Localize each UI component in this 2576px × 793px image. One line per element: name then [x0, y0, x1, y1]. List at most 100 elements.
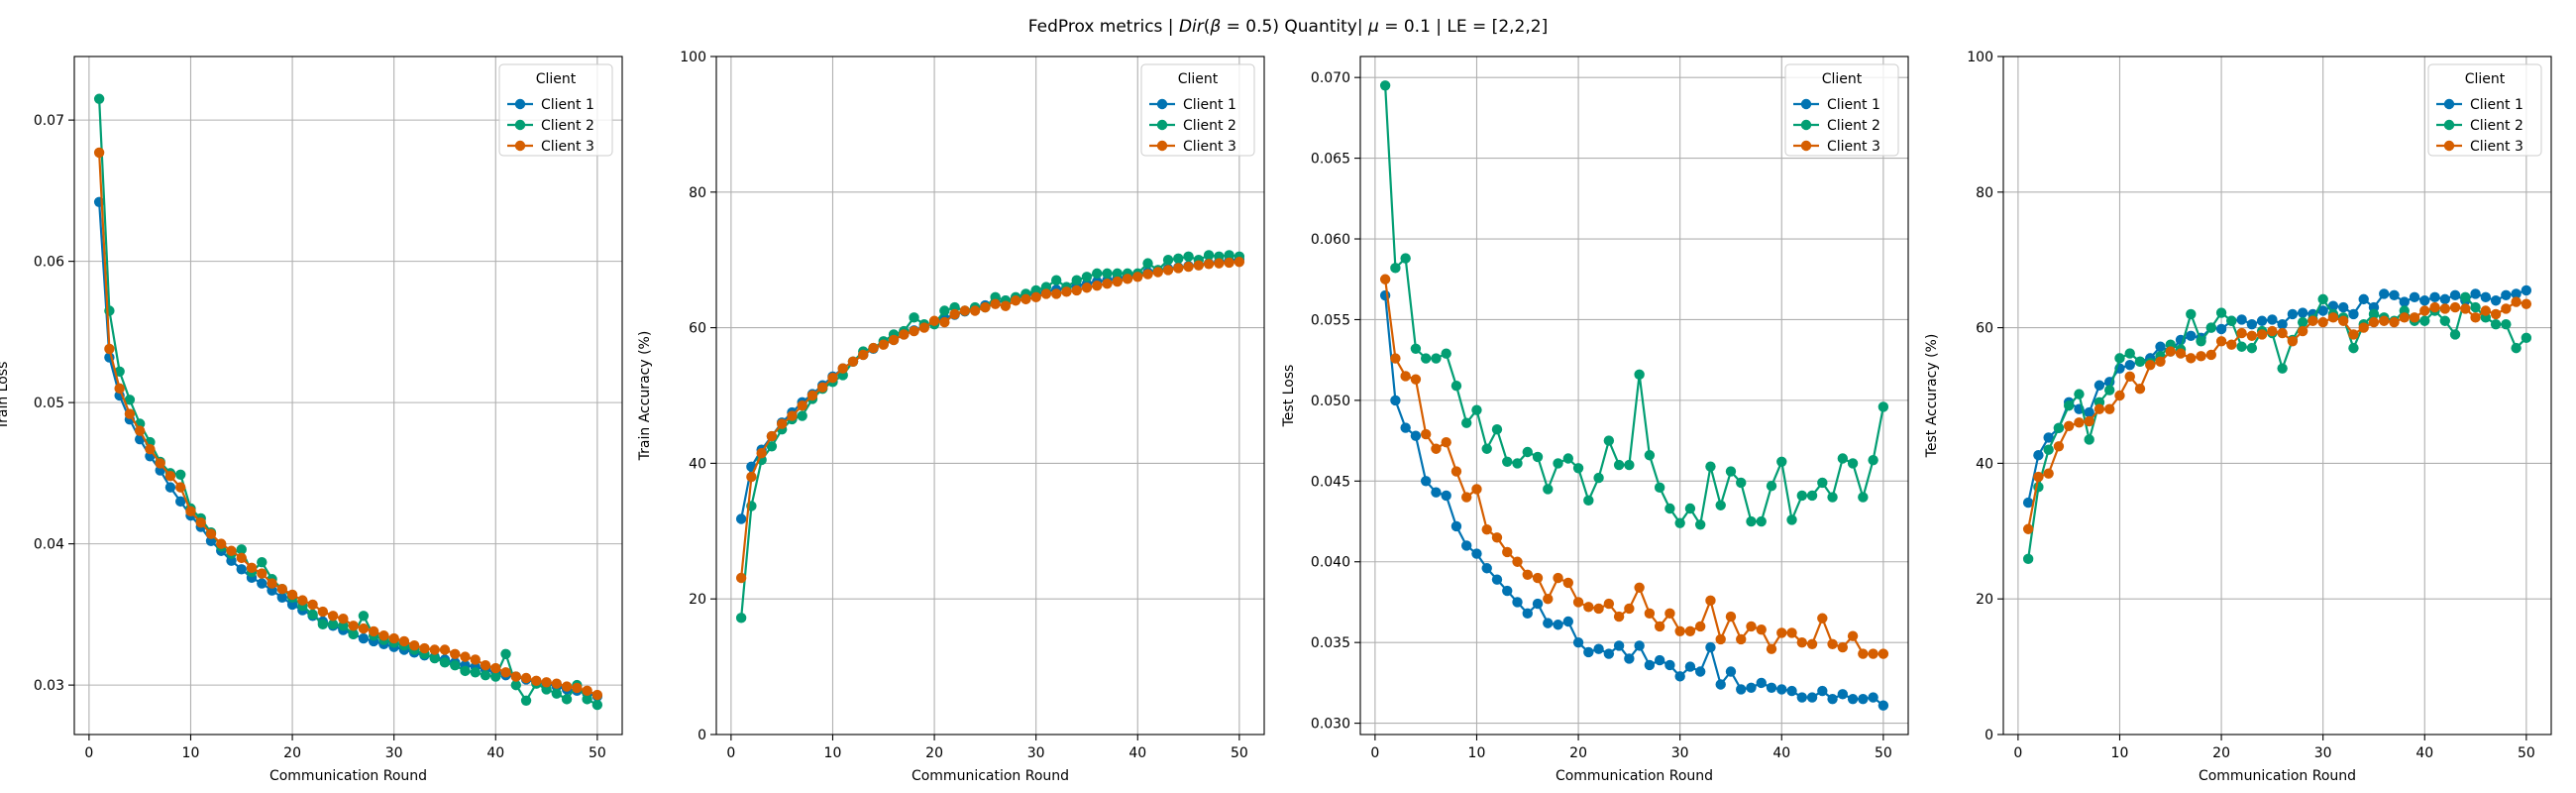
axes-frame [715, 56, 1265, 736]
data-point [1583, 602, 1594, 613]
data-point [1461, 540, 1472, 551]
data-point [134, 425, 146, 436]
data-point [1654, 654, 1665, 666]
data-point [2480, 291, 2492, 303]
data-point [1502, 585, 1513, 597]
x-tick-label: 0 [726, 745, 735, 761]
data-point [1644, 659, 1656, 671]
data-point [490, 671, 501, 682]
data-point [2480, 305, 2492, 316]
data-point [1806, 490, 1818, 502]
data-point [1000, 300, 1012, 311]
data-point [1847, 458, 1859, 469]
data-point [2124, 371, 2135, 383]
data-point [949, 308, 960, 320]
data-point [1461, 417, 1472, 428]
y-tick-label: 60 [689, 321, 706, 337]
legend-title: Client [2465, 71, 2506, 87]
data-point [1837, 689, 1849, 700]
train-accuracy-panel: 0 10 20 30 40 50 0 20 40 60 80 100 Communication Rou… [637, 50, 1265, 784]
data-point [1796, 636, 1807, 648]
data-point [1441, 437, 1451, 448]
data-point [1061, 286, 1072, 297]
data-point [1081, 272, 1093, 283]
data-point [1030, 291, 1041, 303]
data-point [1593, 472, 1604, 484]
data-point [2186, 308, 2197, 320]
data-point [1379, 274, 1391, 284]
data-point [470, 667, 481, 678]
data-point [1512, 458, 1523, 469]
data-point [1420, 353, 1432, 364]
data-point [1847, 693, 1859, 705]
data-point [2246, 330, 2258, 342]
data-point [1806, 638, 1818, 649]
data-point [531, 675, 542, 687]
x-tick-label: 0 [1370, 745, 1379, 761]
data-point [348, 621, 359, 631]
legend: Client Client 1 Client 2 Client 3 [1784, 63, 1899, 157]
y-tick-label: 0.035 [1311, 635, 1350, 651]
data-point [1725, 466, 1737, 477]
data-point [1532, 451, 1544, 463]
data-point [2501, 318, 2512, 330]
data-point [2337, 301, 2349, 313]
data-point [1634, 640, 1645, 651]
data-point [2409, 312, 2420, 323]
data-point [124, 408, 136, 419]
data-point [236, 544, 247, 555]
data-point [93, 93, 105, 104]
data-point [2022, 523, 2034, 534]
data-point [1481, 523, 1492, 535]
x-tick-label: 0 [2013, 745, 2022, 761]
data-point [1553, 572, 1563, 584]
data-point [1420, 476, 1432, 487]
data-point [1705, 641, 1716, 653]
data-point [1441, 348, 1451, 359]
data-point [1481, 443, 1492, 454]
data-point [1471, 484, 1482, 495]
data-point [2337, 315, 2349, 326]
legend-swatch-marker [514, 140, 526, 152]
x-tick-label: 40 [2415, 745, 2433, 761]
data-point [1543, 618, 1554, 628]
x-tick-label: 20 [925, 745, 943, 761]
data-point [2317, 316, 2328, 328]
legend-entry: Client 1 [1183, 97, 1236, 113]
data-point [2327, 312, 2339, 323]
data-point [1583, 495, 1594, 507]
data-point [1786, 627, 1797, 638]
data-point [2287, 336, 2299, 347]
data-point [1491, 424, 1503, 435]
data-point [2379, 288, 2390, 299]
data-point [1102, 268, 1113, 280]
x-tick-label: 30 [1671, 745, 1689, 761]
data-point [257, 578, 268, 589]
data-point [1858, 693, 1869, 705]
data-point [1603, 598, 1615, 610]
y-tick-label: 0.040 [1311, 555, 1350, 571]
data-point [2277, 318, 2288, 330]
data-point [2124, 348, 2135, 359]
data-point [286, 599, 298, 611]
legend-frame [1784, 63, 1899, 157]
data-point [358, 611, 370, 622]
data-point [766, 441, 778, 452]
data-point [1796, 490, 1807, 502]
data-point [735, 613, 747, 623]
data-point [1431, 487, 1442, 498]
data-point [2093, 380, 2105, 391]
data-point [2389, 316, 2400, 328]
data-point [2043, 444, 2054, 455]
data-point [155, 458, 165, 469]
data-point [2063, 420, 2075, 431]
legend-swatch-marker [1800, 119, 1812, 131]
series-line-client-3 [740, 261, 1239, 579]
y-tick-label: 0.055 [1311, 312, 1350, 328]
data-point [1817, 613, 1828, 623]
data-point [2287, 308, 2299, 320]
data-point [1461, 492, 1472, 503]
series-line-client-1 [740, 258, 1240, 519]
x-tick-label: 50 [2518, 745, 2535, 761]
